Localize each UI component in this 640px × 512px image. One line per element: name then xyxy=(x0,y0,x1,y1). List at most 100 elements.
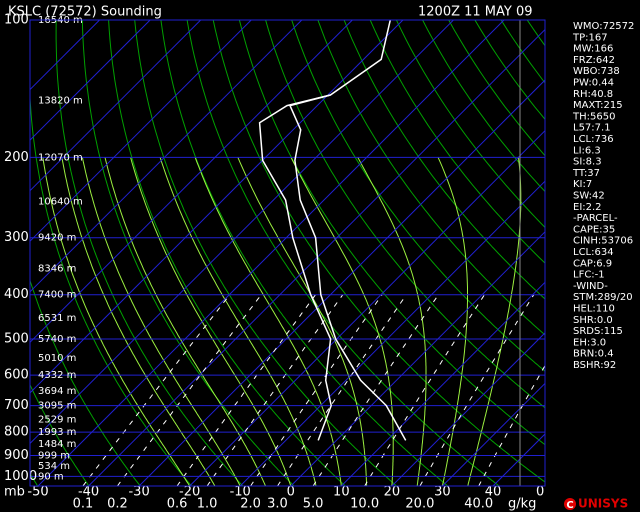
dry-adiabat xyxy=(30,20,192,486)
height-label: 1484 m xyxy=(38,439,76,450)
dry-adiabat xyxy=(81,20,295,486)
isotherm xyxy=(30,20,151,141)
logo: UNISYS xyxy=(578,497,628,511)
y-tick-label: 500 xyxy=(4,331,29,346)
height-label: 1993 m xyxy=(38,427,76,438)
dry-adiabat xyxy=(30,383,90,486)
dry-adiabat xyxy=(291,20,545,372)
dry-adiabat xyxy=(317,20,545,336)
x-tick-label: -40 xyxy=(78,485,99,500)
x-tick-label: -30 xyxy=(128,485,149,500)
x-tick-label: 40 xyxy=(485,485,502,500)
isotherm xyxy=(290,231,545,486)
isotherm xyxy=(88,28,545,486)
isotherm xyxy=(30,20,303,293)
isotherm xyxy=(189,129,545,486)
height-label: 3095 m xyxy=(38,401,76,412)
stat: TP:167 xyxy=(572,32,608,43)
height-label: 5740 m xyxy=(38,334,76,345)
stat: LCL:736 xyxy=(573,134,614,145)
y-axis-unit: mb xyxy=(4,485,25,500)
mixing-ratio-line xyxy=(82,294,231,486)
isotherm xyxy=(239,180,545,486)
stat: LI:6.3 xyxy=(573,145,601,156)
stat: TH:5650 xyxy=(572,111,615,122)
dry-adiabat xyxy=(369,20,545,264)
height-label: 534 m xyxy=(38,461,70,472)
mixing-ratio-label: 2.0 xyxy=(240,497,261,512)
isotherm xyxy=(30,20,252,242)
moist-adiabat xyxy=(130,157,292,486)
stat: RH:40.8 xyxy=(573,89,613,100)
stat: FRZ:642 xyxy=(573,55,615,66)
wind-scale-label: 0 xyxy=(536,485,544,500)
isotherm xyxy=(30,20,454,445)
stat: MW:166 xyxy=(573,44,613,55)
mixing-ratio-line xyxy=(478,364,545,486)
stat: SI:8.3 xyxy=(573,157,602,168)
mixing-ratio-line xyxy=(117,294,262,486)
stat: -WIND- xyxy=(573,281,608,292)
mixing-ratio-label: 3.0 xyxy=(267,497,288,512)
mixing-ratio-line xyxy=(277,294,407,486)
stat: -PARCEL- xyxy=(573,213,618,224)
mixing-ratio-line xyxy=(206,294,344,486)
height-label: 4332 m xyxy=(38,370,76,381)
height-label: 999 m xyxy=(38,450,70,461)
dry-adiabat xyxy=(395,20,545,229)
stat: MAXT:215 xyxy=(573,100,623,111)
y-tick-label: 100 xyxy=(4,13,29,28)
mixing-ratio-line xyxy=(250,294,383,486)
height-label: 90 m xyxy=(38,471,64,482)
y-tick-label: 1000 xyxy=(4,469,37,484)
stat: SW:42 xyxy=(573,191,605,202)
isotherm xyxy=(37,20,505,486)
y-tick-label: 300 xyxy=(4,230,29,245)
moist-adiabat xyxy=(194,157,342,486)
chart-title: KSLC (72572) Sounding xyxy=(8,5,162,20)
height-label: 7400 m xyxy=(38,290,76,301)
mixing-ratio-line xyxy=(176,294,316,486)
stat: HEL:110 xyxy=(573,304,615,315)
height-label: 3694 m xyxy=(38,386,76,397)
mixing-ratio-label: 0.1 xyxy=(73,497,94,512)
stat: CAPE:35 xyxy=(573,224,615,235)
stat: WMO:72572 xyxy=(573,21,634,32)
stat: CINH:53706 xyxy=(573,236,633,247)
y-tick-label: 400 xyxy=(4,287,29,302)
stat: SHR:0.0 xyxy=(573,315,613,326)
stat: KI:7 xyxy=(573,179,592,190)
moist-adiabat xyxy=(81,157,241,486)
stat: BRN:0.4 xyxy=(573,349,614,360)
x-tick-label: 30 xyxy=(434,485,451,500)
stat: WBO:738 xyxy=(573,66,620,77)
height-label: 12070 m xyxy=(38,152,83,163)
x-tick-label: -50 xyxy=(27,485,48,500)
stat: LFC:-1 xyxy=(573,270,605,281)
isotherm xyxy=(340,281,545,486)
stat: EH:3.0 xyxy=(573,337,606,348)
mixing-ratio-label: 0.2 xyxy=(107,497,128,512)
x-tick-label: -20 xyxy=(179,485,200,500)
isotherm xyxy=(138,79,545,486)
dry-adiabat xyxy=(632,20,640,486)
isotherm xyxy=(30,20,202,192)
x-tick-label: 20 xyxy=(384,485,401,500)
height-label: 8346 m xyxy=(38,263,76,274)
mixing-ratio-label: 40.0 xyxy=(464,497,493,512)
plot-area xyxy=(30,20,640,486)
stat: TT:37 xyxy=(572,168,600,179)
logo-mark: C xyxy=(566,500,573,511)
dry-adiabat xyxy=(30,278,141,486)
moist-adiabat xyxy=(290,157,394,486)
x-tick-label: 10 xyxy=(333,485,350,500)
y-tick-label: 200 xyxy=(4,150,29,165)
stat: CAP:6.9 xyxy=(573,258,612,269)
dry-adiabat xyxy=(474,20,545,121)
dry-adiabat xyxy=(212,20,545,483)
dry-adiabat xyxy=(108,20,346,486)
height-label: 6531 m xyxy=(38,313,76,324)
logo-circle xyxy=(564,498,576,510)
dry-adiabat xyxy=(160,20,449,486)
